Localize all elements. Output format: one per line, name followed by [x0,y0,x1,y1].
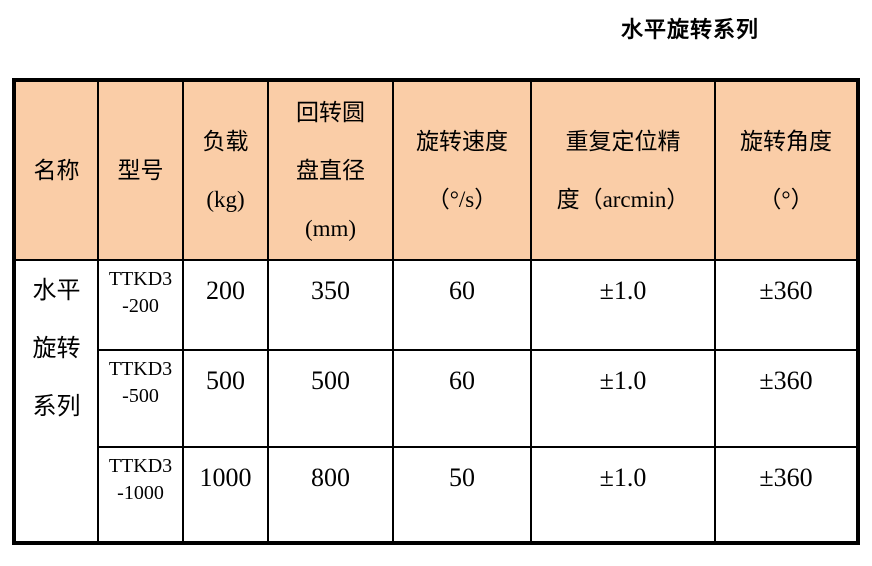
table-row: TTKD3 -500 500 500 60 ±1.0 ±360 [14,349,859,448]
model-cell: TTKD3 -1000 [97,446,184,544]
disc-diameter-cell: 800 [267,446,394,544]
load-cell: 200 [182,259,269,351]
header-disc-diameter: 回转圆 盘直径 (mm) [267,79,394,261]
header-model: 型号 [97,79,184,261]
table-row: TTKD3 -1000 1000 800 50 ±1.0 ±360 [14,446,859,544]
load-cell: 500 [182,349,269,448]
header-accuracy: 重复定位精 度（arcmin） [530,79,716,261]
disc-diameter-cell: 350 [267,259,394,351]
header-name: 名称 [13,79,99,261]
angle-cell: ±360 [714,446,859,544]
angle-cell: ±360 [714,349,859,448]
model-cell: TTKD3 -500 [97,349,184,448]
load-cell: 1000 [182,446,269,544]
angle-cell: ±360 [714,259,859,351]
accuracy-cell: ±1.0 [530,446,716,544]
speed-cell: 60 [392,349,532,448]
page-title: 水平旋转系列 [621,17,760,42]
disc-diameter-cell: 500 [267,349,394,448]
row-group-label: 水平 旋转 系列 [13,259,99,544]
accuracy-cell: ±1.0 [530,349,716,448]
accuracy-cell: ±1.0 [530,259,716,351]
speed-cell: 50 [392,446,532,544]
spec-table: 名称 型号 负载 (kg) 回转圆 盘直径 (mm) 旋转速度 （°/s） 重复… [12,78,860,545]
header-angle: 旋转角度 （°） [714,79,859,261]
header-load: 负载 (kg) [182,79,269,261]
model-cell: TTKD3 -200 [97,259,184,351]
speed-cell: 60 [392,259,532,351]
header-speed: 旋转速度 （°/s） [392,79,532,261]
table-header-row: 名称 型号 负载 (kg) 回转圆 盘直径 (mm) 旋转速度 （°/s） 重复… [13,79,859,261]
table-row: 水平 旋转 系列 TTKD3 -200 200 350 60 ±1.0 ±360 [13,259,859,544]
